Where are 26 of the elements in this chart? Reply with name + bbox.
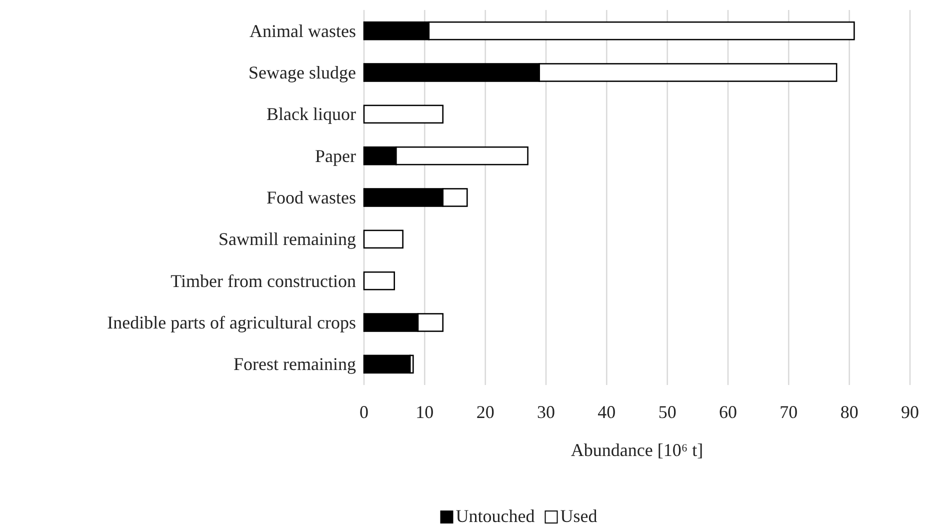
- x-tick-label: 60: [719, 402, 737, 422]
- bar: [363, 104, 444, 124]
- legend-label: Used: [560, 506, 598, 526]
- legend-label: Untouched: [456, 506, 535, 526]
- x-tick-label: 40: [598, 402, 616, 422]
- bar: [363, 271, 395, 290]
- y-tick-label: Black liquor: [266, 104, 356, 124]
- x-axis-title: Abundance [10⁶ t]: [570, 440, 704, 460]
- x-tick-label: 70: [780, 402, 798, 422]
- y-tick-label: Sewage sludge: [248, 62, 356, 82]
- y-tick-label: Animal wastes: [250, 20, 356, 41]
- bar: [363, 354, 411, 374]
- x-tick-label: 30: [537, 402, 555, 422]
- x-tick-label: 90: [901, 402, 919, 422]
- y-tick-label: Sawmill remaining: [218, 229, 356, 250]
- x-tick-label: 20: [476, 402, 494, 422]
- x-tick-label: 0: [360, 402, 368, 422]
- x-tick-label: 50: [658, 402, 676, 422]
- bar: [363, 230, 404, 249]
- x-tick-label: 10: [416, 402, 434, 422]
- y-tick-label: Forest remaining: [234, 354, 356, 374]
- y-tick-label: Paper: [315, 146, 356, 166]
- y-tick-label: Food wastes: [266, 188, 356, 208]
- y-tick-label: Inedible parts of agricultural crops: [107, 312, 356, 332]
- y-tick-label: Timber from construction: [170, 270, 356, 291]
- x-tick-label: 80: [840, 402, 858, 422]
